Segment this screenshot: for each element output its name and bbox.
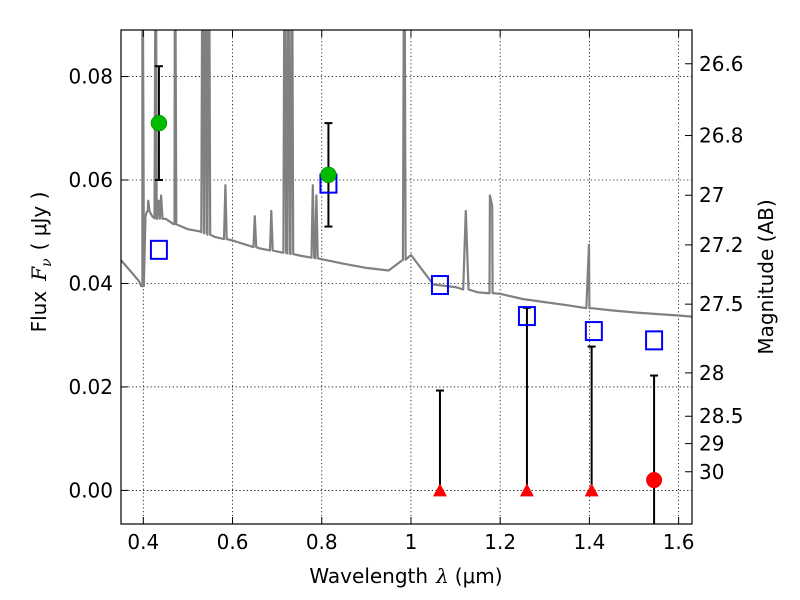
mag-tick-label: 27 — [699, 183, 724, 207]
model-photometry-marker — [584, 321, 603, 342]
x-tick-label: 1.4 — [573, 530, 605, 554]
x-axis-title-symbol: λ — [435, 564, 449, 588]
y-tick-label: 0.08 — [68, 65, 113, 89]
upper-limit-marker — [584, 483, 599, 497]
y-axis-title-unit: ( μJy ) — [27, 192, 51, 251]
upper-limit-marker — [519, 483, 534, 497]
ticks: 0.4 0.6 0.8 1 1.2 1.4 1.6 0.00 0.02 0.04 0.06 0.08 2… — [68, 30, 744, 554]
detection-marker — [150, 114, 168, 132]
upper-limit-marker — [432, 483, 447, 497]
plot-frame — [120, 29, 693, 525]
plot-background — [121, 30, 692, 524]
y-tick-label: 0.04 — [68, 271, 113, 295]
y-axis-title: Flux Fν ( μJy ) — [27, 192, 55, 333]
detection-marker — [320, 166, 337, 184]
y-axis-title-symbol: F — [27, 266, 51, 282]
y-tick-label: 0.02 — [68, 375, 113, 399]
y-tick-label: 0.06 — [68, 168, 113, 192]
mag-tick-label: 30 — [699, 460, 724, 484]
y-axis-title-subscript: ν — [39, 258, 55, 267]
x-axis-title: Wavelength λ (μm) — [309, 564, 502, 588]
model-photometry-marker — [517, 306, 536, 327]
x-tick-label: 0.4 — [127, 530, 159, 554]
x-tick-label: 1.2 — [484, 530, 516, 554]
x-axis-title-main: Wavelength — [309, 564, 428, 588]
y-axis-title-main: Flux — [27, 291, 51, 333]
data-layer — [121, 30, 692, 524]
model-photometry-marker — [430, 275, 449, 296]
model-photometry-marker — [645, 330, 664, 351]
mag-tick-label: 28 — [699, 361, 724, 385]
upper-limit-marker — [646, 472, 663, 489]
x-tick-label: 1.6 — [663, 530, 695, 554]
y2-axis-title: Magnitude (AB) — [754, 199, 778, 354]
mag-tick-label: 26.6 — [699, 52, 744, 76]
y-tick-label: 0.00 — [68, 478, 113, 502]
mag-tick-label: 27.5 — [699, 292, 744, 316]
mag-tick-label: 27.2 — [699, 233, 744, 257]
mag-tick-label: 26.8 — [699, 124, 744, 148]
x-axis-title-unit: (μm) — [455, 564, 503, 588]
mag-tick-label: 29 — [699, 432, 724, 456]
x-tick-label: 0.8 — [306, 530, 338, 554]
template-spectrum-line — [121, 30, 692, 318]
x-tick-label: 0.6 — [217, 530, 249, 554]
mag-tick-label: 28.5 — [699, 404, 744, 428]
x-tick-label: 1 — [405, 530, 418, 554]
model-photometry-marker — [149, 239, 168, 260]
